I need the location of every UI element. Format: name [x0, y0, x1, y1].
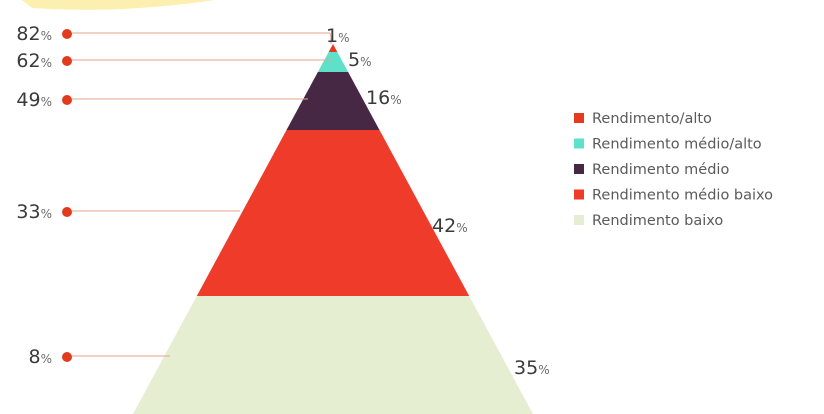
legend-label: Rendimento médio baixo	[592, 188, 773, 204]
right-value-label: 16%	[366, 87, 402, 109]
top-banner-shape	[22, 0, 215, 10]
value-marker	[62, 56, 72, 66]
legend-swatch	[574, 215, 584, 225]
right-value-label: 5%	[348, 49, 372, 71]
left-value-label: 62%	[16, 50, 52, 72]
pyramid-band-5	[133, 296, 533, 414]
pyramid-band-2	[317, 52, 349, 72]
legend-label: Rendimento médio	[592, 162, 729, 178]
right-value-label: 35%	[514, 357, 550, 379]
left-value-label: 82%	[16, 23, 52, 45]
legend-label: Rendimento/alto	[592, 111, 712, 127]
value-marker	[62, 29, 72, 39]
value-marker	[62, 95, 72, 105]
right-value-label: 1%	[326, 25, 350, 47]
value-marker	[62, 352, 72, 362]
legend-swatch	[574, 138, 584, 149]
left-value-label: 49%	[16, 89, 52, 111]
right-value-label: 42%	[432, 215, 468, 237]
pyramid-band-3	[286, 72, 380, 130]
legend-label: Rendimento médio/alto	[592, 137, 762, 153]
left-value-label: 8%	[29, 346, 53, 368]
legend-swatch	[574, 113, 584, 123]
legend-swatch	[574, 189, 584, 200]
pyramid-band-4	[196, 130, 470, 296]
left-value-label: 33%	[16, 201, 52, 223]
pyramid-band-1	[328, 44, 338, 52]
value-marker	[62, 207, 72, 217]
legend-label: Rendimento baixo	[592, 213, 723, 229]
connector-line	[72, 32, 332, 44]
legend-swatch	[574, 164, 584, 174]
